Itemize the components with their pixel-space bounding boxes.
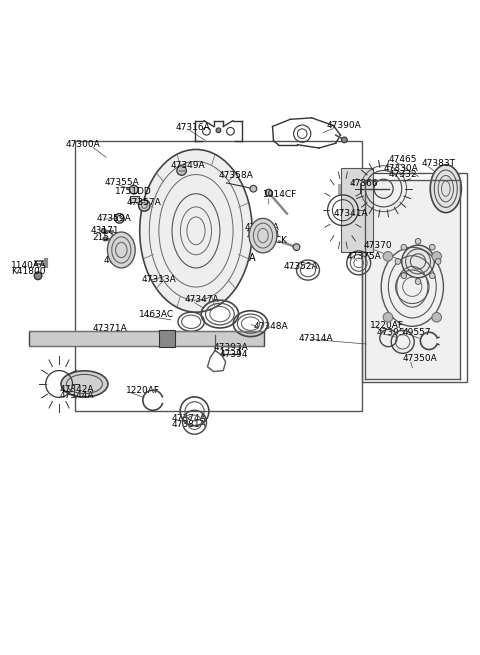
Text: 47348A: 47348A <box>253 322 288 331</box>
Text: 1463AC: 1463AC <box>139 310 174 318</box>
Bar <box>365 180 461 379</box>
Circle shape <box>430 272 435 278</box>
Ellipse shape <box>61 371 108 397</box>
Text: 47332: 47332 <box>388 170 417 179</box>
Text: 1140AA: 1140AA <box>11 261 47 270</box>
Ellipse shape <box>402 245 434 278</box>
Circle shape <box>401 244 407 250</box>
Text: 47370: 47370 <box>363 240 392 250</box>
Text: 47381A: 47381A <box>172 420 207 428</box>
Bar <box>340 168 373 252</box>
Text: 47342A: 47342A <box>59 385 94 394</box>
Text: 47352A: 47352A <box>284 262 319 271</box>
Text: 47357A: 47357A <box>126 198 161 206</box>
Text: 47394: 47394 <box>220 350 248 359</box>
Circle shape <box>34 272 42 280</box>
Ellipse shape <box>430 165 461 213</box>
Ellipse shape <box>249 218 277 253</box>
Text: 47330A: 47330A <box>384 164 419 173</box>
Bar <box>158 330 175 347</box>
Text: 47350A: 47350A <box>403 354 437 363</box>
Text: 47358A: 47358A <box>218 171 253 180</box>
Bar <box>130 196 139 202</box>
Text: 47356A: 47356A <box>245 223 279 233</box>
Circle shape <box>177 166 186 176</box>
Circle shape <box>415 278 421 284</box>
Text: 1751DD: 1751DD <box>115 187 151 196</box>
Text: 1014CK: 1014CK <box>253 236 288 245</box>
Text: 43171: 43171 <box>91 227 120 235</box>
Text: 47313A: 47313A <box>142 275 177 284</box>
Ellipse shape <box>140 149 252 312</box>
Text: 47374A: 47374A <box>172 414 207 423</box>
Text: 47341A: 47341A <box>333 209 368 218</box>
Circle shape <box>265 189 272 196</box>
Text: 47366: 47366 <box>349 179 378 189</box>
Text: 47383T: 47383T <box>422 159 456 168</box>
Circle shape <box>250 185 257 192</box>
Text: 1220AF: 1220AF <box>370 320 404 329</box>
Bar <box>362 174 468 382</box>
Circle shape <box>430 244 435 250</box>
Text: 1220AF: 1220AF <box>126 386 160 395</box>
Text: 47300A: 47300A <box>65 140 100 149</box>
Text: 47395: 47395 <box>376 328 405 337</box>
Text: 47355A: 47355A <box>105 178 140 187</box>
Text: 21513: 21513 <box>93 233 121 242</box>
Circle shape <box>415 238 421 244</box>
Circle shape <box>216 128 221 133</box>
Text: 49557: 49557 <box>403 328 432 337</box>
Text: 47390A: 47390A <box>326 121 361 130</box>
Text: 47347A: 47347A <box>185 295 219 304</box>
Circle shape <box>395 259 401 265</box>
Text: 47375A: 47375A <box>346 252 381 261</box>
Bar <box>29 331 264 346</box>
Text: 47393A: 47393A <box>214 343 249 352</box>
Text: K41800: K41800 <box>11 267 46 276</box>
Text: 47465: 47465 <box>388 155 417 164</box>
Circle shape <box>130 185 138 194</box>
Circle shape <box>139 200 150 211</box>
Text: 47349A: 47349A <box>170 161 205 170</box>
Text: 47314A: 47314A <box>299 333 333 343</box>
Text: 47344A: 47344A <box>59 391 94 400</box>
Text: 47371A: 47371A <box>93 324 127 333</box>
Text: 47359A: 47359A <box>96 214 131 223</box>
Text: 47452: 47452 <box>104 256 132 265</box>
Circle shape <box>401 272 407 278</box>
Circle shape <box>435 259 441 265</box>
Circle shape <box>432 252 442 261</box>
Circle shape <box>341 137 347 143</box>
Circle shape <box>103 237 107 241</box>
Circle shape <box>383 252 393 261</box>
Circle shape <box>432 312 442 322</box>
Circle shape <box>383 312 393 322</box>
Circle shape <box>293 244 300 250</box>
Text: A: A <box>249 253 255 263</box>
Text: 1140FB: 1140FB <box>246 230 280 238</box>
Circle shape <box>101 229 106 233</box>
Ellipse shape <box>108 232 135 268</box>
Text: 47316A: 47316A <box>175 123 210 132</box>
Text: 1014CF: 1014CF <box>263 190 297 199</box>
Bar <box>75 141 362 411</box>
